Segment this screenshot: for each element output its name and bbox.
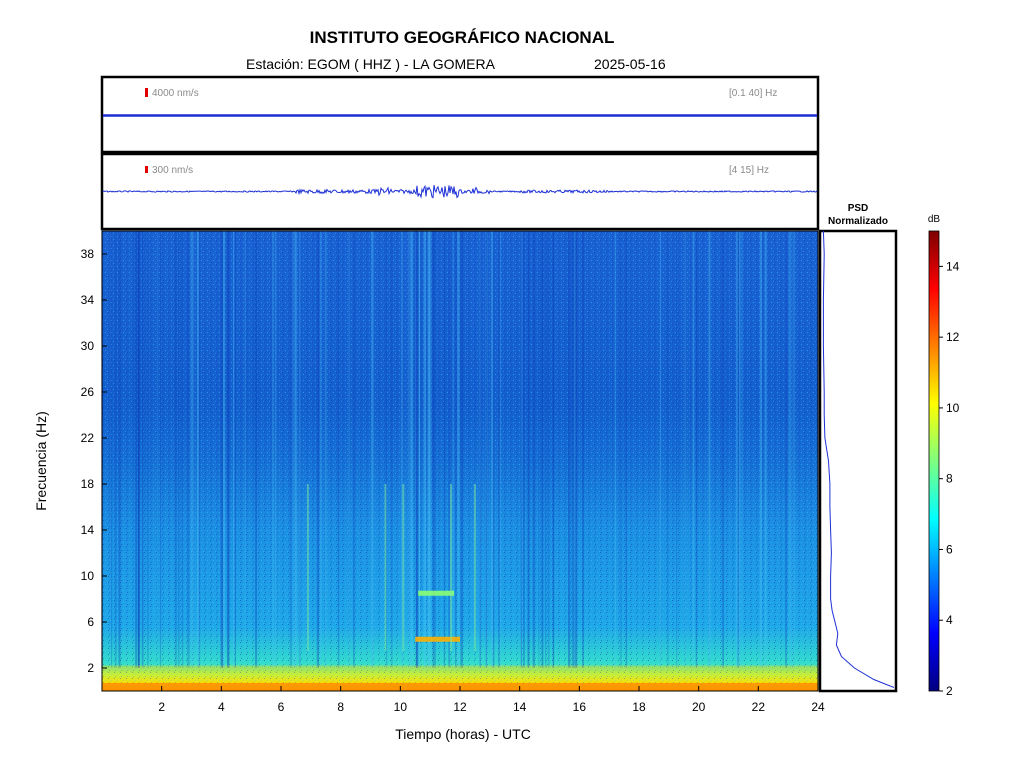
event-feature (415, 636, 460, 642)
trace2-scale-label: 300 nm/s (152, 165, 193, 176)
y-axis-label: Frecuencia (Hz) (33, 411, 49, 511)
x-tick-label: 12 (453, 700, 467, 714)
colorbar-tick-label: 12 (946, 330, 960, 344)
trace1-scale-bar (145, 88, 148, 97)
date-label: 2025-05-16 (594, 56, 666, 72)
y-tick-label: 38 (81, 247, 95, 261)
colorbar-tick-label: 10 (946, 401, 960, 415)
x-tick-label: 22 (752, 700, 766, 714)
x-axis-label: Tiempo (horas) - UTC (395, 726, 531, 742)
event-feature (418, 590, 455, 596)
colorbar-tick-label: 8 (946, 472, 953, 486)
psd-panel: PSD Normalizado (818, 203, 898, 693)
y-tick-label: 18 (81, 477, 95, 491)
y-tick-label: 34 (81, 293, 95, 307)
colorbar-tick-label: 6 (946, 542, 953, 556)
psd-title-line1: PSD (848, 203, 869, 214)
y-tick-label: 14 (81, 523, 95, 537)
colorbar-tick-label: 14 (946, 259, 960, 273)
trace2-waveform (102, 184, 818, 199)
x-tick-label: 8 (337, 700, 344, 714)
spectrogram: 2 4 6 8 10 12 14 16 18 20 22 24 261014182226303438 … (33, 230, 825, 742)
x-tick-label: 2 (158, 700, 165, 714)
trace1-scale-label: 4000 nm/s (152, 88, 199, 99)
y-tick-label: 30 (81, 339, 95, 353)
trace-panel-broadband: 4000 nm/s [0.1 40] Hz (100, 75, 820, 154)
colorbar: dB 2 4 6 8 10 12 14 (928, 214, 960, 698)
colorbar-tick-label: 4 (946, 613, 953, 627)
psd-frame (818, 229, 898, 693)
station-label: Estación: EGOM ( HHZ ) - LA GOMERA (246, 56, 495, 72)
y-tick-label: 2 (87, 661, 94, 675)
trace2-scale-bar (145, 166, 148, 173)
psd-title-line2: Normalizado (828, 216, 888, 227)
colorbar-tick-label: 2 (946, 684, 953, 698)
y-tick-label: 6 (87, 615, 94, 629)
x-tick-label: 6 (278, 700, 285, 714)
colorbar-gradient (928, 230, 940, 692)
spectrogram-noise (102, 231, 818, 691)
x-tick-label: 16 (573, 700, 587, 714)
colorbar-unit: dB (928, 214, 941, 225)
x-tick-label: 4 (218, 700, 225, 714)
x-tick-label: 18 (632, 700, 646, 714)
psd-curve (822, 230, 895, 688)
x-tick-label: 24 (811, 700, 825, 714)
y-tick-label: 26 (81, 385, 95, 399)
trace-panel-filtered: 300 nm/s [4 15] Hz (100, 152, 820, 231)
x-tick-label: 20 (692, 700, 706, 714)
page-title: INSTITUTO GEOGRÁFICO NACIONAL (309, 28, 615, 47)
trace2-band-label: [4 15] Hz (729, 165, 769, 176)
x-tick-label: 10 (394, 700, 408, 714)
trace1-band-label: [0.1 40] Hz (729, 88, 777, 99)
y-tick-label: 10 (81, 569, 95, 583)
y-tick-label: 22 (81, 431, 95, 445)
x-tick-label: 14 (513, 700, 527, 714)
